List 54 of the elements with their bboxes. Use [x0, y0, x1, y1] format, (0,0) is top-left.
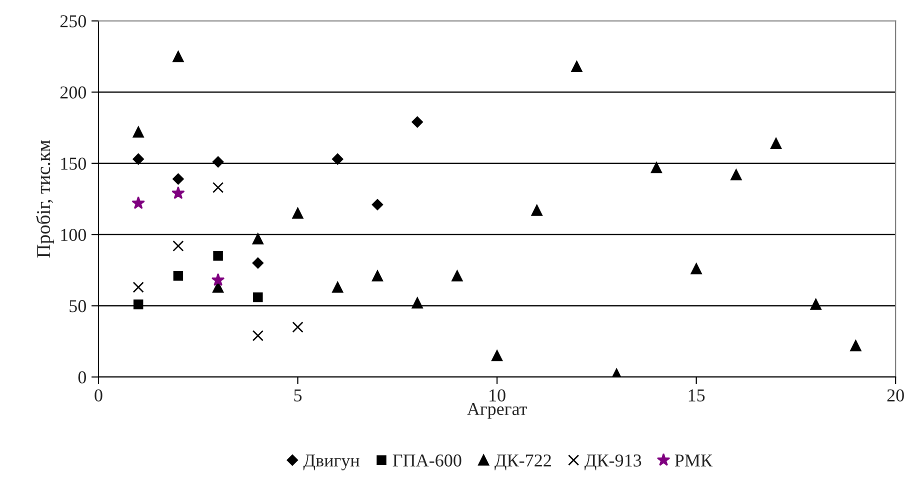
y-tick-label: 100: [61, 228, 86, 241]
point: [212, 156, 224, 168]
point: [531, 204, 542, 216]
point: [211, 273, 225, 286]
y-tick-label: 0: [78, 371, 86, 384]
y-tick-label: 200: [60, 86, 86, 99]
x-tick-label: 10: [490, 389, 506, 402]
point: [372, 199, 384, 210]
point: [213, 251, 223, 261]
point: [810, 298, 822, 310]
point: [690, 263, 702, 274]
point: [850, 340, 862, 352]
point: [650, 162, 662, 174]
point: [412, 297, 423, 308]
point: [332, 282, 344, 293]
legend-label: РМК: [674, 454, 713, 466]
point: [132, 196, 145, 209]
point: [252, 257, 264, 269]
x-tick-label: 15: [688, 389, 705, 402]
y-tick-label: 150: [61, 158, 86, 170]
x-tick-label: 0: [94, 389, 102, 402]
point: [172, 186, 185, 200]
x-tick-label: 5: [294, 389, 302, 402]
legend-label: ДК-722: [494, 454, 551, 470]
point: [172, 240, 184, 252]
point: [452, 270, 463, 282]
point: [253, 292, 263, 302]
point: [412, 116, 423, 128]
point: [172, 173, 184, 185]
point: [132, 126, 144, 138]
point: [132, 282, 144, 293]
y-axis-title: Пробіг, тис.км: [36, 140, 54, 258]
point: [292, 322, 304, 333]
y-tick-label: 50: [70, 300, 86, 312]
point: [730, 169, 742, 180]
point: [770, 138, 782, 149]
point: [491, 350, 503, 362]
point: [372, 270, 384, 282]
point: [292, 208, 304, 219]
point: [173, 271, 184, 281]
point: [212, 182, 224, 194]
point: [571, 60, 582, 72]
legend-label: ГПА-600: [392, 454, 462, 467]
point: [133, 299, 144, 310]
legend-label: ДК-913: [584, 454, 642, 470]
legend-label: Двигун: [303, 454, 360, 470]
point: [332, 153, 344, 165]
point: [172, 50, 184, 62]
point: [252, 233, 264, 244]
point: [252, 330, 264, 342]
x-axis-title: Агрегат: [467, 402, 527, 419]
point: [132, 153, 144, 165]
x-tick-label: 20: [887, 389, 904, 402]
y-tick-label: 250: [60, 15, 86, 28]
